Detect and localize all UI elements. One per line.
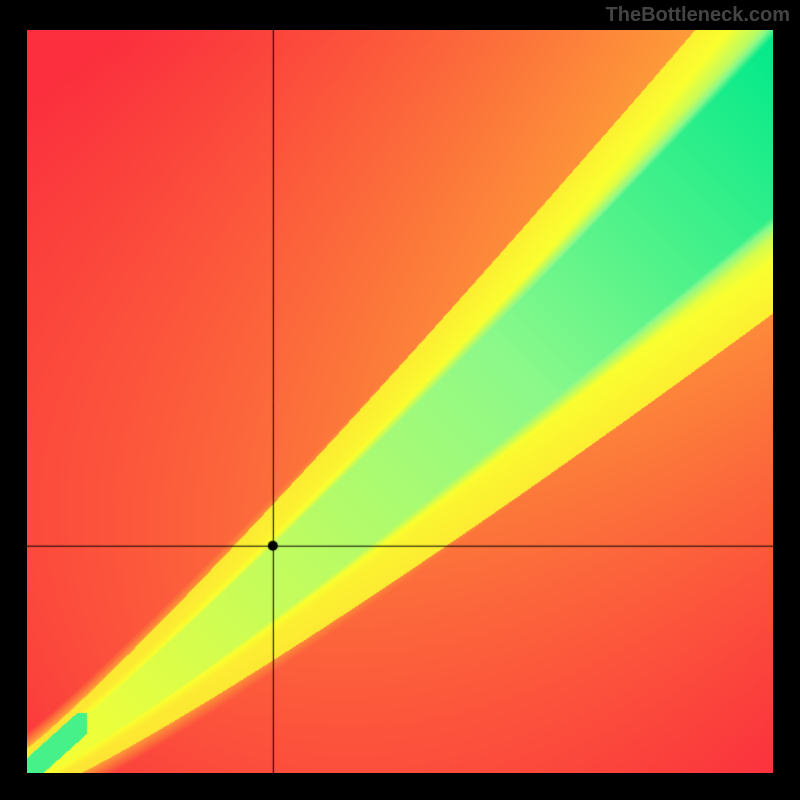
- watermark-text: TheBottleneck.com: [606, 4, 790, 27]
- plot-area: [27, 30, 773, 773]
- chart-container: TheBottleneck.com: [0, 0, 800, 800]
- heatmap-canvas: [27, 30, 773, 773]
